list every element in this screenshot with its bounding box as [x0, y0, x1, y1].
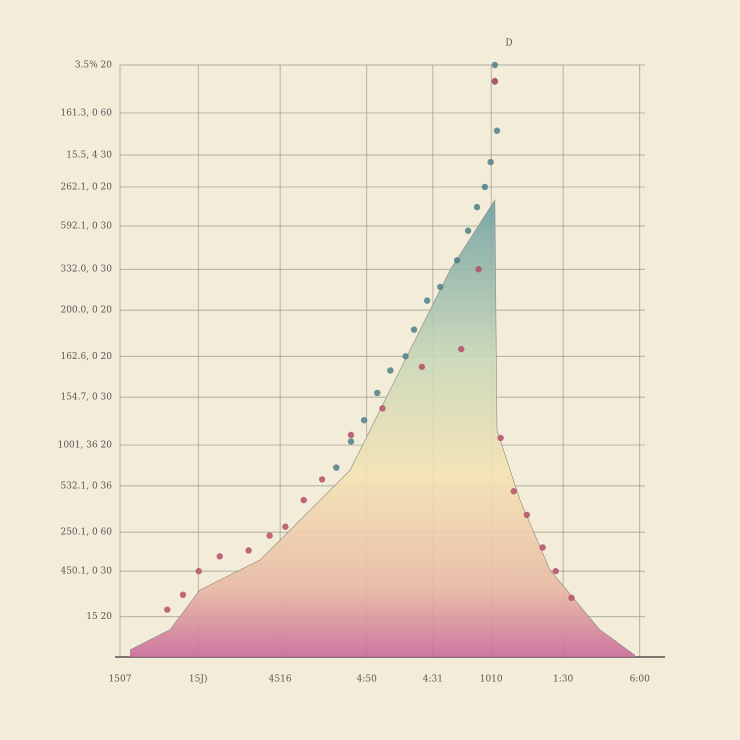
- y-tick-label: 450.1, 0 30: [60, 567, 112, 577]
- point: [333, 464, 340, 471]
- point: [164, 606, 171, 613]
- chart-title: D: [505, 39, 512, 49]
- point: [360, 417, 368, 424]
- x-tick-label: 1:30: [553, 675, 573, 685]
- y-tick-label: 200.0, 0 20: [60, 306, 112, 316]
- y-tick-label: 162.6, 0 20: [60, 352, 112, 362]
- point: [568, 594, 575, 601]
- point: [552, 567, 559, 575]
- x-tick-label: 4:31: [423, 675, 443, 685]
- y-tick-label: 592.1, 0 30: [60, 222, 112, 232]
- x-tick-label: 6:00: [630, 675, 650, 685]
- point: [282, 523, 289, 530]
- y-tick-label: 332.0, 0 30: [60, 265, 112, 275]
- point: [379, 405, 386, 412]
- point: [437, 283, 444, 291]
- y-tick-label: 154.7, 0 30: [60, 393, 112, 403]
- point: [475, 266, 482, 273]
- point: [523, 511, 531, 519]
- y-tick-label: 15.5, 4 30: [66, 150, 112, 160]
- point: [216, 553, 223, 560]
- point: [493, 127, 501, 134]
- x-tick-label: 15J): [189, 674, 208, 685]
- point: [318, 476, 326, 483]
- point: [464, 227, 472, 234]
- point: [418, 363, 426, 371]
- point: [497, 434, 504, 442]
- y-tick-label: 262.1, 0 20: [60, 182, 112, 192]
- point: [347, 438, 355, 445]
- point: [458, 345, 465, 353]
- point: [195, 567, 202, 575]
- point: [245, 547, 252, 554]
- point: [510, 488, 517, 495]
- point: [539, 544, 546, 551]
- x-tick-label: 4:50: [357, 675, 377, 685]
- point: [387, 367, 394, 374]
- point: [453, 257, 461, 264]
- point: [423, 297, 431, 304]
- point: [481, 183, 489, 191]
- y-tick-label: 3.5% 20: [75, 61, 112, 71]
- point: [491, 61, 499, 69]
- x-tick-label: 4516: [269, 675, 292, 685]
- point: [300, 496, 307, 504]
- area: [129, 199, 636, 657]
- x-tick-label: 1010: [480, 675, 503, 685]
- y-tick-label: 161.3, 0 60: [60, 108, 112, 118]
- point: [374, 389, 381, 397]
- y-tick-label: 15 20: [86, 612, 112, 622]
- y-tick-label: 532.1, 0 36: [60, 481, 112, 491]
- point: [266, 532, 273, 539]
- point: [491, 77, 499, 85]
- y-tick-label: 250.1, 0 60: [60, 528, 112, 538]
- point: [487, 158, 494, 166]
- point: [410, 326, 418, 333]
- point: [179, 591, 187, 599]
- point: [473, 203, 481, 211]
- point: [347, 431, 355, 439]
- y-tick-label: 1001, 36 20: [58, 441, 113, 451]
- point: [402, 353, 409, 360]
- x-tick-label: 1507: [109, 675, 132, 685]
